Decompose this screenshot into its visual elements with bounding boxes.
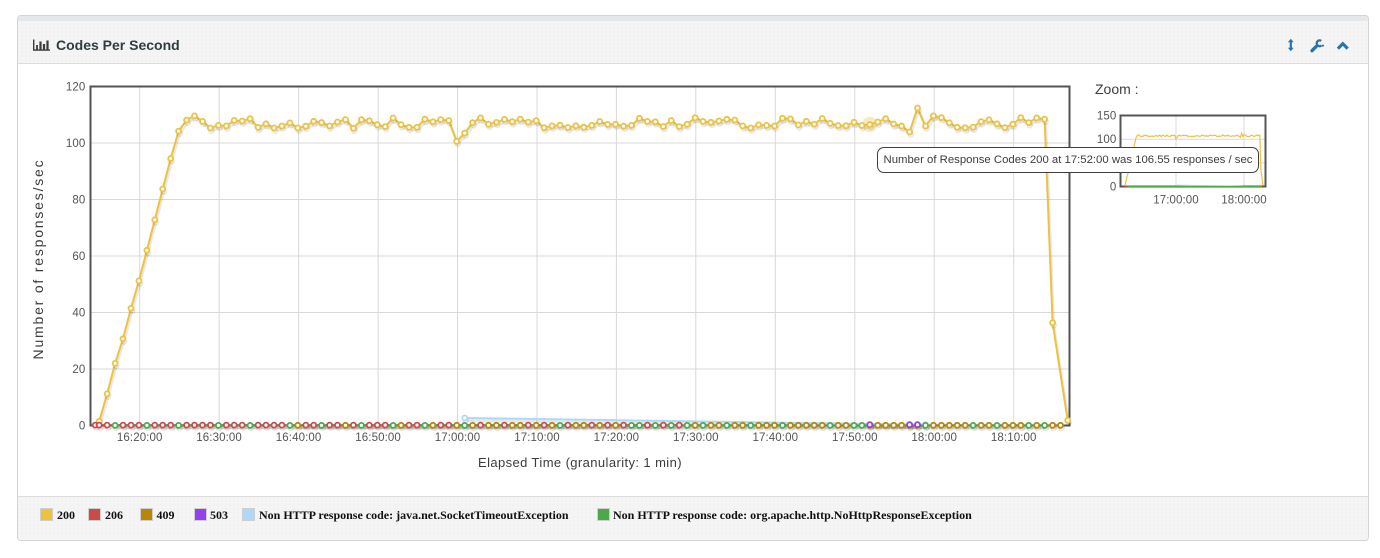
svg-text:0: 0 [1110,182,1117,194]
svg-text:120: 120 [66,82,86,94]
svg-text:40: 40 [72,308,85,320]
svg-text:60: 60 [72,251,85,263]
svg-text:17:00:00: 17:00:00 [1153,195,1199,207]
svg-text:17:20:00: 17:20:00 [594,432,640,444]
svg-text:0: 0 [79,421,86,433]
svg-text:17:30:00: 17:30:00 [673,432,719,444]
svg-text:18:00:00: 18:00:00 [911,432,957,444]
svg-text:16:20:00: 16:20:00 [117,432,163,444]
svg-text:16:30:00: 16:30:00 [196,432,242,444]
svg-text:16:40:00: 16:40:00 [276,432,322,444]
svg-text:16:50:00: 16:50:00 [355,432,401,444]
svg-text:100: 100 [66,138,86,150]
svg-text:20: 20 [72,364,85,376]
svg-text:80: 80 [72,195,85,207]
svg-text:17:50:00: 17:50:00 [832,432,878,444]
svg-text:17:10:00: 17:10:00 [514,432,560,444]
svg-text:17:40:00: 17:40:00 [753,432,799,444]
svg-text:18:00:00: 18:00:00 [1221,195,1267,207]
svg-text:100: 100 [1097,134,1117,146]
svg-text:18:10:00: 18:10:00 [991,432,1037,444]
svg-text:17:00:00: 17:00:00 [435,432,481,444]
svg-text:150: 150 [1097,111,1117,123]
